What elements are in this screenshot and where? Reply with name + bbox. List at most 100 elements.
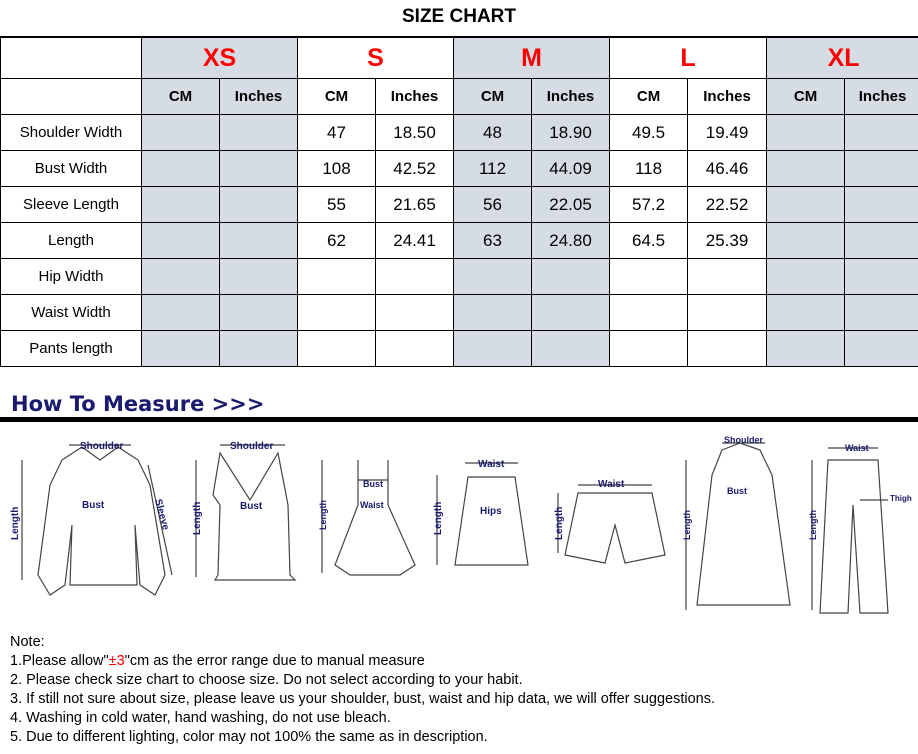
value-cell [375,330,455,367]
value-cell [453,258,533,295]
blouse-diagram: Shoulder Bust Length Sleeve [10,441,173,596]
table-row: Pants length [0,330,918,367]
value-cell [218,150,299,187]
value-cell: 25.39 [687,222,768,259]
bust-label: Bust [727,486,747,496]
value-cell [141,150,220,187]
value-cell [297,258,377,295]
value-cell: 49.5 [609,114,689,151]
length-label: Length [192,502,203,535]
pants-diagram: Waist Thigh Length [808,443,912,614]
length-label: Length [554,507,565,540]
value-cell: 108 [297,150,377,187]
value-cell [766,114,846,151]
unit-header-cm: CM [453,78,533,115]
thigh-label: Thigh [890,494,912,503]
bust-label: Bust [240,501,263,512]
waist-label: Waist [360,500,384,510]
value-cell [218,186,299,223]
length-label: Length [433,502,444,535]
hips-label: Hips [480,506,502,517]
unit-header-cm: CM [609,78,689,115]
value-cell: 42.52 [375,150,455,187]
row-label: Length [0,222,142,259]
value-cell: 48 [453,114,533,151]
value-cell: 64.5 [609,222,689,259]
value-cell [218,330,299,367]
value-cell [218,258,299,295]
row-label: Bust Width [0,150,142,187]
value-cell [609,330,689,367]
waist-label: Waist [478,459,505,470]
value-cell [766,150,846,187]
value-cell [297,330,377,367]
table-row: Length 62 24.41 63 24.80 64.5 25.39 [0,222,918,259]
value-cell: 57.2 [609,186,689,223]
notes-heading: Note: [10,634,45,650]
note-5: 5. Due to different lighting, color may … [10,729,488,745]
value-cell: 18.90 [531,114,611,151]
value-cell: 21.65 [375,186,455,223]
shoulder-label: Shoulder [724,435,763,445]
corner-cell [0,36,142,79]
value-cell [766,186,846,223]
how-to-measure-heading: How To Measure >>> [11,392,265,416]
value-cell [218,222,299,259]
value-cell [844,186,918,223]
value-cell [141,294,220,331]
value-cell [141,258,220,295]
table-row: Sleeve Length 55 21.65 56 22.05 57.2 22.52 [0,186,918,223]
waist-label: Waist [598,479,625,490]
size-table: XS S M L XL CM Inches CM Inches CM Inches CM Inches… [0,36,918,367]
value-cell [531,294,611,331]
size-header: S [297,36,455,79]
value-cell [531,330,611,367]
value-cell [453,294,533,331]
unit-header-inches: Inches [844,78,918,115]
value-cell [687,294,768,331]
value-cell [844,114,918,151]
value-cell [531,258,611,295]
unit-header-inches: Inches [531,78,611,115]
size-header-row: XS S M L XL [0,36,918,79]
note-2: 2. Please check size chart to choose siz… [10,672,523,688]
value-cell [453,330,533,367]
row-label: Sleeve Length [0,186,142,223]
table-row: Waist Width [0,294,918,331]
notes: Note: 1.Please allow"±3"cm as the error … [10,633,715,747]
unit-header-inches: Inches [687,78,768,115]
value-cell [141,186,220,223]
skirt-diagram: Waist Hips Length [433,459,529,566]
value-cell: 24.80 [531,222,611,259]
value-cell: 55 [297,186,377,223]
unit-header-cm: CM [297,78,377,115]
waist-label: Waist [845,443,869,453]
size-header: L [609,36,768,79]
row-label: Shoulder Width [0,114,142,151]
value-cell: 22.05 [531,186,611,223]
value-cell: 18.50 [375,114,455,151]
value-cell [766,258,846,295]
value-cell [844,330,918,367]
table-row: Bust Width 108 42.52 112 44.09 118 46.46 [0,150,918,187]
shoulder-label: Shoulder [230,441,273,452]
page-title: SIZE CHART [402,6,516,27]
value-cell [375,294,455,331]
value-cell [844,150,918,187]
value-cell [297,294,377,331]
length-label: Length [682,510,692,540]
value-cell [687,330,768,367]
table-row: Hip Width [0,258,918,295]
unit-header-inches: Inches [375,78,455,115]
length-label: Length [808,510,818,540]
shorts-diagram: Waist Length [554,479,666,564]
value-cell [141,330,220,367]
value-cell [844,294,918,331]
value-cell [687,258,768,295]
row-label: Hip Width [0,258,142,295]
note-3: 3. If still not sure about size, please … [10,691,715,707]
value-cell: 63 [453,222,533,259]
unit-header-cm: CM [141,78,220,115]
measure-diagrams: Shoulder Bust Length Sleeve Shoulder Bus… [10,435,912,614]
value-cell: 22.52 [687,186,768,223]
